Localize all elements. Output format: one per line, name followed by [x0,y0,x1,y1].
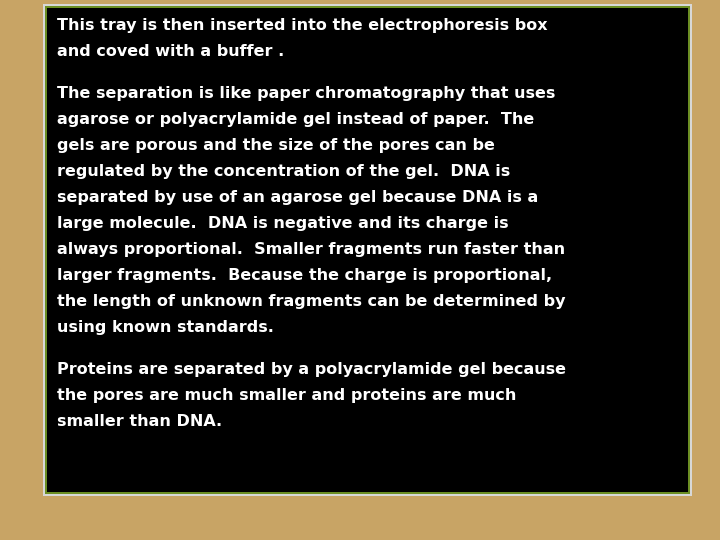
Bar [45,6,690,494]
Text: the length of unknown fragments can be determined by: the length of unknown fragments can be d… [57,294,565,309]
Text: This tray is then inserted into the electrophoresis box: This tray is then inserted into the elec… [57,18,548,33]
Bar [47,8,688,492]
Text: separated by use of an agarose gel because DNA is a: separated by use of an agarose gel becau… [57,190,539,205]
Text: larger fragments.  Because the charge is proportional,: larger fragments. Because the charge is … [57,268,552,283]
Text: using known standards.: using known standards. [57,320,274,335]
Text: Proteins are separated by a polyacrylamide gel because: Proteins are separated by a polyacrylami… [57,362,566,377]
Text: and coved with a buffer .: and coved with a buffer . [57,44,284,59]
Text: large molecule.  DNA is negative and its charge is: large molecule. DNA is negative and its … [57,216,508,231]
Text: always proportional.  Smaller fragments run faster than: always proportional. Smaller fragments r… [57,242,565,257]
Text: gels are porous and the size of the pores can be: gels are porous and the size of the pore… [57,138,495,153]
Text: smaller than DNA.: smaller than DNA. [57,414,222,429]
Text: agarose or polyacrylamide gel instead of paper.  The: agarose or polyacrylamide gel instead of… [57,112,534,127]
Text: regulated by the concentration of the gel.  DNA is: regulated by the concentration of the ge… [57,164,510,179]
Text: The separation is like paper chromatography that uses: The separation is like paper chromatogra… [57,86,555,101]
Text: the pores are much smaller and proteins are much: the pores are much smaller and proteins … [57,388,516,403]
